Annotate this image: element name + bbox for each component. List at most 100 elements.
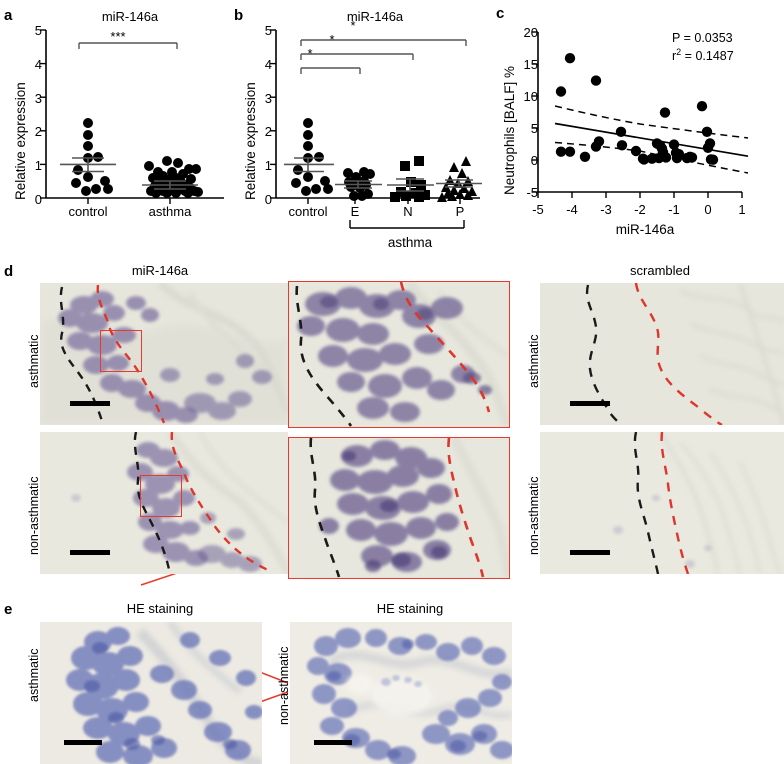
panel-c-points [555,53,719,165]
panel-a-ytick-3: 3 [34,91,42,106]
panel-c-stat-r-value: = 0.1487 [684,49,734,64]
panel-a-ytick-4: 4 [34,57,42,72]
panel-e-image-nonasthmatic [290,622,512,764]
panel-d-image-nonasthmatic-mir [40,432,288,574]
panel-d-image-scrambled-asthmatic [540,283,784,425]
panel-d-zoom-asthmatic [288,281,510,428]
panel-d-nonasthmatic-roi-box [140,475,182,517]
panel-d-row-label-nonasthmatic: non-asthmatic [27,476,41,555]
black-dashed-boundary [585,284,623,425]
panel-c-xtick-0: 0 [704,202,712,217]
panel-a-group-asthma-mean [142,180,198,190]
panel-a-ytick-5: 5 [34,23,42,38]
panel-a-xtick-control: control [68,204,108,219]
red-dashed-boundary [96,284,166,424]
panel-letter-e: e [4,601,13,618]
panel-b-ytick-0: 0 [264,192,272,207]
panel-b-xtick-control: control [288,204,328,219]
panel-b-ytick-1: 1 [264,158,272,173]
panel-c-stat-p-label: P [672,31,681,45]
red-dashed-boundary [170,432,269,572]
panel-letter-c: c [496,5,505,22]
panel-d-zoom-asthmatic-content [289,282,509,427]
panel-letter-a: a [4,7,13,24]
panel-b-ytick-4: 4 [264,57,272,72]
panel-d-zoom-nonasthmatic [288,437,510,579]
panel-b-group-p-points [437,156,477,202]
black-dashed-boundary [133,432,172,574]
panel-c-stat-r: r2 = 0.1487 [672,46,734,65]
panel-b-ytick-2: 2 [264,124,272,139]
panel-b-sig-bars [300,39,467,74]
scale-bar [64,740,102,745]
panel-c-stat-p: P = 0.0353 [672,30,733,47]
panel-a-sig-bar [78,42,178,49]
panel-c-regression-line [554,122,749,158]
panel-b-plot [270,29,482,229]
panel-b-group-control-points [291,118,333,196]
panel-b-group-n-mean [387,178,434,192]
panel-b-ytick-3: 3 [264,91,272,106]
panel-a-ytick-1: 1 [34,158,42,173]
panel-c-xlabel: miR-146a [615,222,675,237]
panel-c-plot [532,31,749,198]
red-dashed-boundary [447,438,485,578]
panel-letter-d: d [4,263,14,280]
panel-c-xtick-marks [537,192,743,198]
red-dashed-boundary [399,282,491,413]
panel-b-xtick-p: P [455,204,465,219]
panel-b-ytick-marks [270,29,276,199]
panel-c-xtick-minus1: -1 [668,202,680,217]
panel-e-row-label-nonasthmatic: non-asthmatic [277,646,291,725]
panel-b-significance-3: * [350,18,356,33]
panel-c-stat-p-value: = 0.0353 [683,31,733,45]
panel-a-plot [40,29,224,204]
panel-d-image-scrambled-nonasthmatic [540,432,784,574]
panel-e-image-asthmatic [40,622,262,764]
panel-b-xtick-n: N [403,204,413,219]
panel-b-xtick-e: E [350,204,360,219]
panel-d-title-mir: miR-146a [131,263,189,278]
panel-c-xtick-1: 1 [738,202,746,217]
scale-bar [314,740,352,745]
panel-b-ytick-5: 5 [264,23,272,38]
panel-c-xtick-minus3: -3 [600,202,612,217]
panel-a-xtick-marks [87,198,171,204]
panel-letter-b: b [234,7,244,24]
panel-d-title-scrambled: scrambled [630,263,690,278]
panel-a-xtick-asthma: asthma [148,204,192,219]
panel-b-xtick-marks [307,198,461,204]
panel-a-ytick-marks [40,29,46,199]
panel-d-asthmatic-roi-box [100,330,142,372]
panel-c-stat-r-label: r [672,49,677,64]
panel-d-image-asthmatic-mir [40,283,288,425]
scale-bar [570,550,610,555]
panel-a-title: miR-146a [101,9,159,24]
black-dashed-boundary [633,432,660,574]
panel-c-xtick-minus5: -5 [532,202,544,217]
panel-c-stat-r-sup: 2 [676,47,682,57]
panel-d-right-row-label-asthmatic: asthmatic [527,334,541,389]
black-dashed-boundary [295,285,353,427]
panel-d-zoom-nonasthmatic-content [289,438,509,578]
panel-a-group-control-points [71,118,113,196]
panel-a-ytick-2: 2 [34,124,42,139]
panel-d-row-label-asthmatic: asthmatic [27,334,41,389]
panel-e-title-right: HE staining [376,601,444,616]
scale-bar [70,401,110,406]
red-dashed-boundary [634,283,723,425]
panel-c-ytick-10: 10 [523,89,538,104]
panel-a-ytick-0: 0 [34,192,42,207]
panel-c-xtick-minus4: -4 [566,202,578,217]
panel-e-title-left: HE staining [126,601,194,616]
panel-b-group-e-mean [335,180,382,189]
panel-a-significance: *** [110,29,126,44]
panel-b-group-control-mean [284,157,334,173]
panel-b-group-p-mean [436,179,482,188]
panel-c-ytick-20: 20 [523,25,538,40]
panel-b-group-label: asthma [387,235,433,250]
panel-c-ytick-15: 15 [523,57,538,72]
panel-b-title: miR-146a [346,9,404,24]
panel-a-group-asthma-points [144,156,203,198]
